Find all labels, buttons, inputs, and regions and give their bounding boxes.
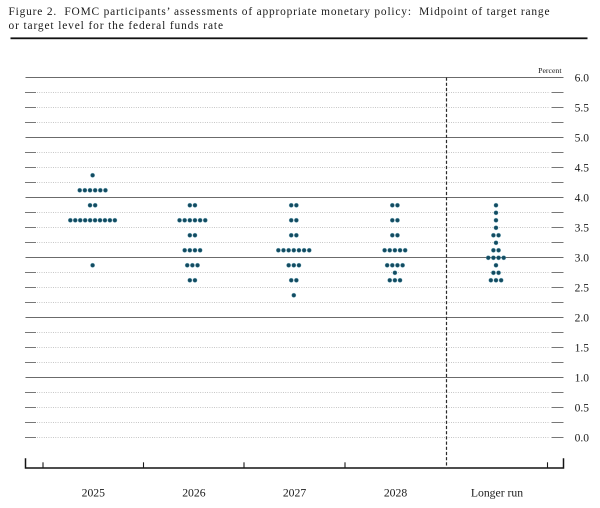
svg-text:2028: 2028 [384,487,408,500]
svg-text:2.5: 2.5 [575,283,590,295]
svg-text:1.0: 1.0 [575,373,590,385]
svg-text:4.5: 4.5 [575,163,590,175]
svg-text:5.5: 5.5 [575,103,590,115]
svg-text:2026: 2026 [182,487,206,500]
svg-text:Figure 2. FOMC participants’: Figure 2. FOMC participants’ assessments… [9,6,550,18]
svg-text:3.5: 3.5 [575,223,590,235]
svg-text:5.0: 5.0 [575,133,590,145]
svg-text:or target level for the federa: or target level for the federal funds ra… [9,20,224,32]
svg-text:2027: 2027 [283,487,307,500]
svg-text:Longer run: Longer run [471,487,523,500]
svg-text:1.5: 1.5 [575,343,590,355]
svg-text:6.0: 6.0 [575,73,590,85]
svg-text:0.0: 0.0 [575,433,590,445]
svg-text:4.0: 4.0 [575,193,590,205]
svg-text:2.0: 2.0 [575,313,590,325]
svg-text:3.0: 3.0 [575,253,590,265]
svg-text:0.5: 0.5 [575,403,590,415]
svg-text:Percent: Percent [538,66,562,75]
svg-text:2025: 2025 [82,487,106,500]
